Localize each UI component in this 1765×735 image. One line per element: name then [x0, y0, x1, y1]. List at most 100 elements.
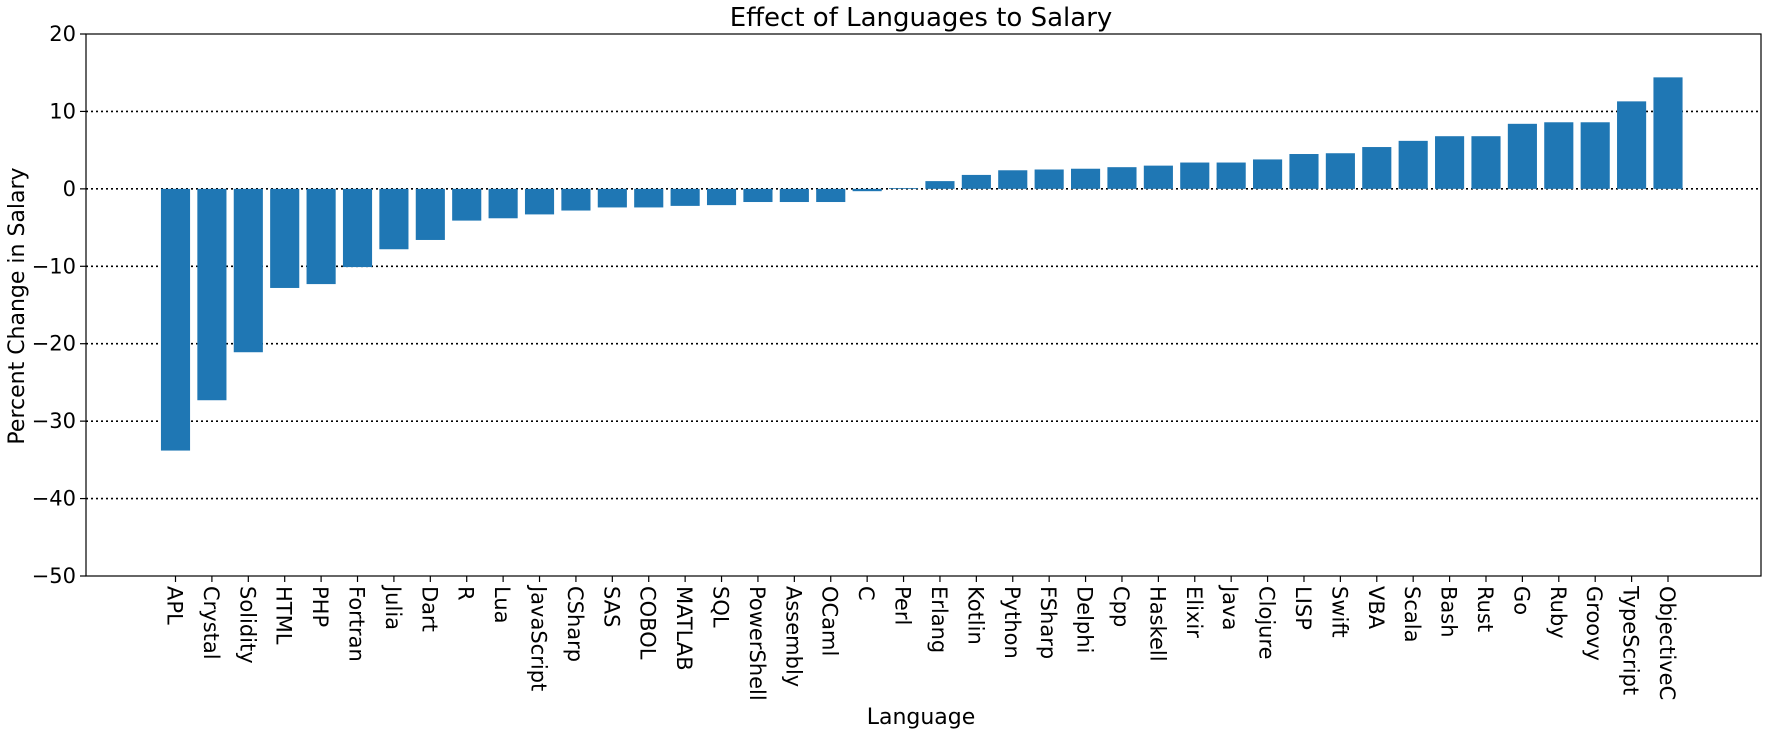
bar-go — [1507, 123, 1537, 189]
y-tick-label: −20 — [32, 332, 76, 356]
y-tick-label: 10 — [49, 99, 76, 123]
bar-sas — [597, 188, 627, 208]
plot-frame — [85, 33, 1762, 577]
bar-lisp — [1289, 154, 1319, 189]
x-tick-label: Delphi — [1073, 586, 1097, 653]
bar-fsharp — [1034, 169, 1064, 189]
bar-scala — [1398, 140, 1428, 189]
bar-javascript — [524, 188, 555, 215]
bar-delphi — [1071, 168, 1101, 189]
x-tick-label: CSharp — [563, 586, 587, 662]
x-tick-label: SAS — [599, 586, 623, 627]
bar-dart — [415, 188, 445, 240]
x-tick-label: VBA — [1364, 586, 1388, 630]
y-tick-label: −50 — [32, 564, 76, 588]
y-axis-ticks: −50 −40 −30 −20 −10 0 10 20 — [32, 22, 86, 588]
bar-julia — [379, 188, 409, 250]
bar-perl — [888, 188, 919, 189]
x-tick-label: Fortran — [345, 586, 369, 662]
x-tick-label: Kotlin — [963, 586, 987, 645]
bar-cpp — [1107, 167, 1137, 189]
x-axis-ticks: APL Crystal Solidity HTML PHP Fortran Julia Dar… — [163, 576, 1679, 701]
x-tick-label: Scala — [1400, 586, 1424, 642]
bar-c — [852, 188, 882, 192]
x-tick-label: LISP — [1291, 586, 1315, 630]
x-tick-label: PHP — [308, 586, 332, 627]
bar-elixir — [1180, 162, 1210, 189]
bar-ruby — [1544, 122, 1574, 189]
bar-clojure — [1253, 159, 1283, 189]
bar-ocaml — [816, 188, 846, 203]
x-tick-label: Rust — [1473, 586, 1497, 632]
x-tick-label: PowerShell — [745, 586, 769, 701]
bar-powershell — [743, 188, 773, 203]
x-tick-label: C — [854, 586, 878, 601]
bar-html — [270, 188, 300, 288]
bar-kotlin — [961, 174, 991, 189]
bar-assembly — [779, 188, 809, 203]
bar-solidity — [233, 188, 263, 353]
x-tick-label: Cpp — [1109, 586, 1133, 627]
x-tick-label: Haskell — [1145, 586, 1169, 662]
x-tick-label: Java — [1218, 584, 1242, 630]
x-tick-label: Perl — [891, 586, 915, 625]
x-tick-label: Groovy — [1582, 586, 1606, 661]
x-tick-label: Swift — [1327, 586, 1351, 638]
x-tick-label: SQL — [709, 586, 733, 628]
x-tick-label: Go — [1509, 586, 1533, 615]
bar-python — [998, 170, 1028, 189]
bar-lua — [488, 188, 518, 219]
bar-swift — [1325, 153, 1355, 189]
y-tick-label: 0 — [63, 177, 76, 201]
bar-r — [452, 188, 482, 221]
bar-fortran — [342, 188, 373, 268]
x-axis-label: Language — [867, 705, 976, 730]
bars — [160, 77, 1683, 451]
x-tick-label: Julia — [381, 584, 405, 630]
x-tick-label: Clojure — [1255, 586, 1279, 660]
x-tick-label: Crystal — [199, 586, 223, 660]
bar-bash — [1435, 136, 1465, 189]
bar-crystal — [197, 188, 227, 401]
bar-php — [306, 188, 336, 285]
x-tick-label: Assembly — [781, 586, 805, 687]
x-tick-label: FSharp — [1036, 586, 1060, 659]
x-tick-label: Bash — [1437, 586, 1461, 638]
x-tick-label: MATLAB — [672, 586, 696, 671]
x-tick-label: APL — [163, 586, 187, 625]
bar-csharp — [561, 188, 591, 211]
x-tick-label: OCaml — [818, 586, 842, 656]
x-tick-label: Ruby — [1546, 586, 1570, 639]
bar-vba — [1362, 147, 1392, 189]
x-tick-label: TypeScript — [1619, 585, 1643, 695]
x-tick-label: Elixir — [1182, 586, 1206, 638]
bar-erlang — [925, 181, 955, 189]
y-axis-label: Percent Change in Salary — [5, 167, 30, 444]
bar-cobol — [634, 188, 664, 208]
x-tick-label: Dart — [417, 586, 441, 632]
y-tick-label: −10 — [32, 254, 76, 278]
bar-java — [1216, 162, 1246, 189]
bar-groovy — [1580, 122, 1610, 189]
bar-apl — [160, 188, 191, 451]
x-tick-label: ObjectiveC — [1655, 586, 1679, 700]
bar-rust — [1471, 136, 1501, 189]
y-tick-label: −30 — [32, 409, 76, 433]
chart-title: Effect of Languages to Salary — [730, 3, 1113, 33]
y-tick-label: 20 — [49, 22, 76, 46]
bar-haskell — [1143, 165, 1173, 189]
bar-matlab — [670, 188, 700, 206]
x-tick-label: Lua — [490, 586, 514, 624]
x-tick-label: COBOL — [636, 586, 660, 660]
x-tick-label: R — [454, 586, 478, 601]
x-tick-label: Solidity — [235, 586, 259, 664]
x-tick-label: Erlang — [927, 586, 951, 653]
bar-typescript — [1617, 101, 1647, 189]
x-tick-label: JavaScript — [527, 584, 551, 691]
x-tick-label: Python — [1000, 586, 1024, 659]
bar-sql — [706, 188, 737, 206]
bar-objectivec — [1653, 77, 1683, 189]
y-tick-label: −40 — [32, 487, 76, 511]
x-tick-label: HTML — [272, 586, 296, 645]
